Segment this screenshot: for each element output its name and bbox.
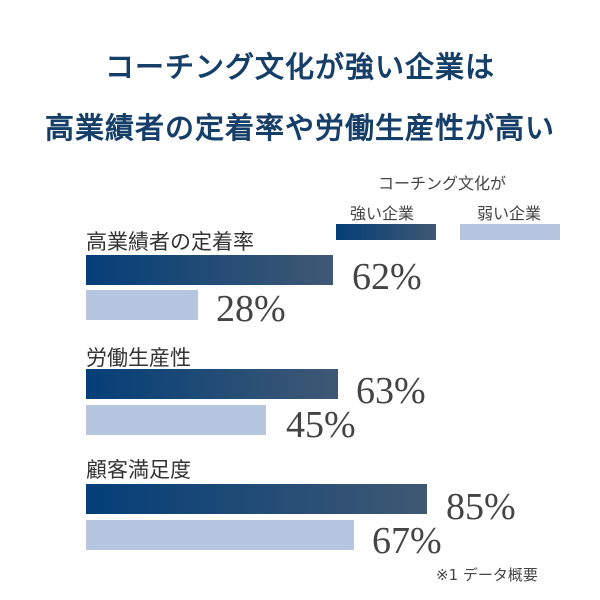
value-label: 28% — [216, 288, 286, 330]
value-label: 62% — [352, 256, 422, 298]
category-label: 顧客満足度 — [86, 458, 191, 482]
legend-swatch-weak — [460, 224, 560, 240]
bar-strong — [86, 255, 333, 285]
legend-label-weak: 弱い企業 — [477, 204, 542, 223]
legend-header: コーチング文化が — [378, 174, 507, 193]
legend-swatch-strong — [336, 224, 436, 240]
category-label: 高業績者の定着率 — [86, 230, 254, 254]
category-label: 労働生産性 — [86, 346, 191, 370]
chart-title-line2: 高業績者の定着率や労働生産性が高い — [44, 111, 555, 145]
footnote: ※1 データ概要 — [436, 566, 538, 584]
value-label: 67% — [372, 520, 442, 562]
bar-weak — [86, 520, 354, 550]
value-label: 45% — [286, 404, 356, 446]
bar-weak — [86, 405, 266, 435]
chart-title-line1: コーチング文化が強い企業は — [104, 50, 495, 84]
bar-strong — [86, 484, 427, 514]
legend-label-strong: 強い企業 — [350, 204, 415, 223]
bar-weak — [86, 290, 198, 320]
bar-strong — [86, 369, 338, 399]
value-label: 63% — [356, 370, 426, 412]
value-label: 85% — [446, 486, 516, 528]
